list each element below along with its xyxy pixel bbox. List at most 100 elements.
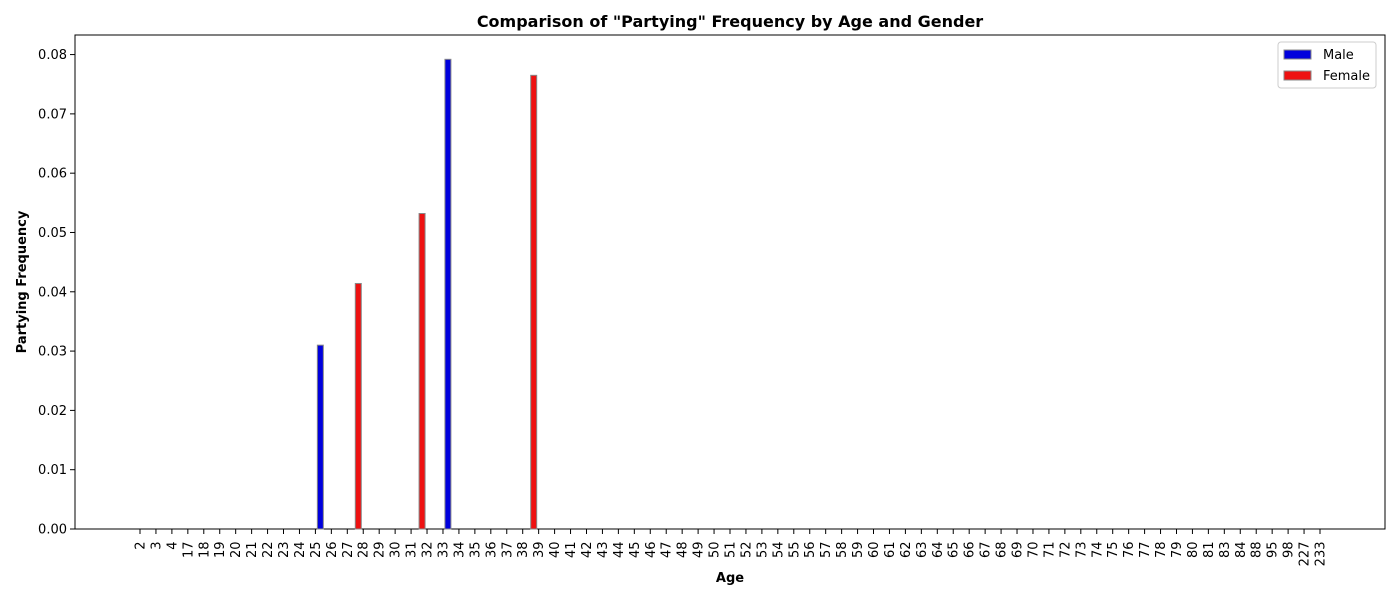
x-tick-label: 58 [835, 542, 850, 559]
x-tick-label: 2 [134, 542, 149, 550]
x-tick-label: 17 [181, 542, 196, 559]
x-tick-label: 48 [676, 542, 691, 559]
x-tick-label: 49 [692, 542, 707, 559]
legend-label-female: Female [1323, 69, 1370, 84]
x-tick-label: 71 [1042, 542, 1057, 559]
x-tick-label: 23 [277, 542, 292, 559]
x-tick-label: 51 [724, 542, 739, 559]
x-tick-label: 98 [1282, 542, 1297, 559]
x-tick-label: 78 [1154, 542, 1169, 559]
x-tick-label: 31 [405, 542, 420, 559]
y-tick-label: 0.00 [38, 523, 67, 538]
x-tick-label: 4 [165, 542, 180, 550]
y-tick-label: 0.05 [38, 226, 67, 241]
plot-frame [74, 34, 1386, 530]
y-tick-label: 0.03 [38, 345, 67, 360]
y-axis-label: Partying Frequency [15, 210, 30, 353]
y-tick-label: 0.04 [38, 285, 67, 300]
x-tick-label: 73 [1074, 542, 1089, 559]
y-tick-label: 0.06 [38, 167, 67, 182]
y-tick-label: 0.08 [38, 48, 67, 63]
x-tick-label: 20 [229, 542, 244, 559]
x-tick-label: 62 [899, 542, 914, 559]
plot-area: 0.000.010.020.030.040.050.060.070.082 3 4 1… [38, 34, 1386, 567]
legend-swatch-male [1283, 49, 1312, 60]
x-tick-label: 26 [325, 542, 340, 559]
bar-male-26 [316, 344, 324, 530]
x-tick-label: 66 [963, 542, 978, 559]
x-tick-label: 21 [245, 542, 260, 559]
x-tick-label: 65 [947, 542, 962, 559]
x-tick-label: 68 [995, 542, 1010, 559]
x-tick-label: 60 [867, 542, 882, 559]
x-tick-label: 54 [771, 542, 786, 559]
x-tick-label: 61 [883, 542, 898, 559]
x-tick-label: 95 [1266, 542, 1281, 559]
x-tick-label: 50 [708, 542, 723, 559]
bar-female-31 [418, 213, 426, 530]
x-tick-label: 80 [1186, 542, 1201, 559]
x-tick-label: 36 [484, 542, 499, 559]
x-tick-label: 25 [309, 542, 324, 559]
x-tick-label: 22 [261, 542, 276, 559]
x-tick-label: 63 [915, 542, 930, 559]
x-tick-label: 84 [1234, 542, 1249, 559]
x-tick-label: 43 [596, 542, 611, 559]
bar-male-34 [444, 58, 452, 530]
x-tick-label: 74 [1090, 542, 1105, 559]
x-tick-label: 38 [516, 542, 531, 559]
x-tick-label: 47 [660, 542, 675, 559]
x-tick-label: 57 [819, 542, 834, 559]
x-tick-label: 28 [357, 542, 372, 559]
x-tick-label: 30 [389, 542, 404, 559]
x-tick-label: 19 [213, 542, 228, 559]
x-tick-label: 76 [1122, 542, 1137, 559]
x-tick-label: 35 [468, 542, 483, 559]
x-tick-label: 34 [452, 542, 467, 559]
x-tick-label: 27 [341, 542, 356, 559]
y-tick-label: 0.07 [38, 107, 67, 122]
x-tick-label: 46 [644, 542, 659, 559]
x-tick-label: 55 [787, 542, 802, 559]
x-tick-label: 44 [612, 542, 627, 559]
x-tick-label: 79 [1170, 542, 1185, 559]
x-tick-label: 233 [1314, 542, 1329, 567]
x-tick-label: 67 [979, 542, 994, 559]
x-tick-label: 45 [628, 542, 643, 559]
x-tick-label: 64 [931, 542, 946, 559]
legend: Male Female [1277, 41, 1377, 89]
x-tick-label: 41 [564, 542, 579, 559]
y-tick-label: 0.02 [38, 404, 67, 419]
x-tick-label: 3 [149, 542, 164, 550]
x-tick-label: 42 [580, 542, 595, 559]
x-tick-label: 70 [1026, 542, 1041, 559]
x-tick-label: 32 [421, 542, 436, 559]
x-tick-label: 56 [803, 542, 818, 559]
x-tick-label: 72 [1058, 542, 1073, 559]
x-tick-label: 59 [851, 542, 866, 559]
x-tick-label: 37 [500, 542, 515, 559]
x-axis-label: Age [716, 571, 744, 586]
x-tick-label: 227 [1298, 542, 1313, 567]
x-tick-label: 40 [548, 542, 563, 559]
x-tick-label: 69 [1011, 542, 1026, 559]
x-tick-label: 33 [436, 542, 451, 559]
x-tick-label: 39 [532, 542, 547, 559]
x-tick-label: 18 [197, 542, 212, 559]
bar-female-27 [354, 282, 362, 530]
legend-label-male: Male [1323, 48, 1354, 63]
bar-female-38 [530, 74, 538, 530]
y-tick-label: 0.01 [38, 463, 67, 478]
x-tick-label: 75 [1106, 542, 1121, 559]
legend-swatch-female [1283, 70, 1312, 81]
x-tick-label: 88 [1250, 542, 1265, 559]
chart-title: Comparison of "Partying" Frequency by Ag… [477, 12, 983, 31]
x-tick-label: 83 [1218, 542, 1233, 559]
x-tick-label: 81 [1202, 542, 1217, 559]
x-tick-label: 52 [739, 542, 754, 559]
x-tick-label: 53 [755, 542, 770, 559]
x-tick-label: 29 [373, 542, 388, 559]
x-tick-label: 77 [1138, 542, 1153, 559]
